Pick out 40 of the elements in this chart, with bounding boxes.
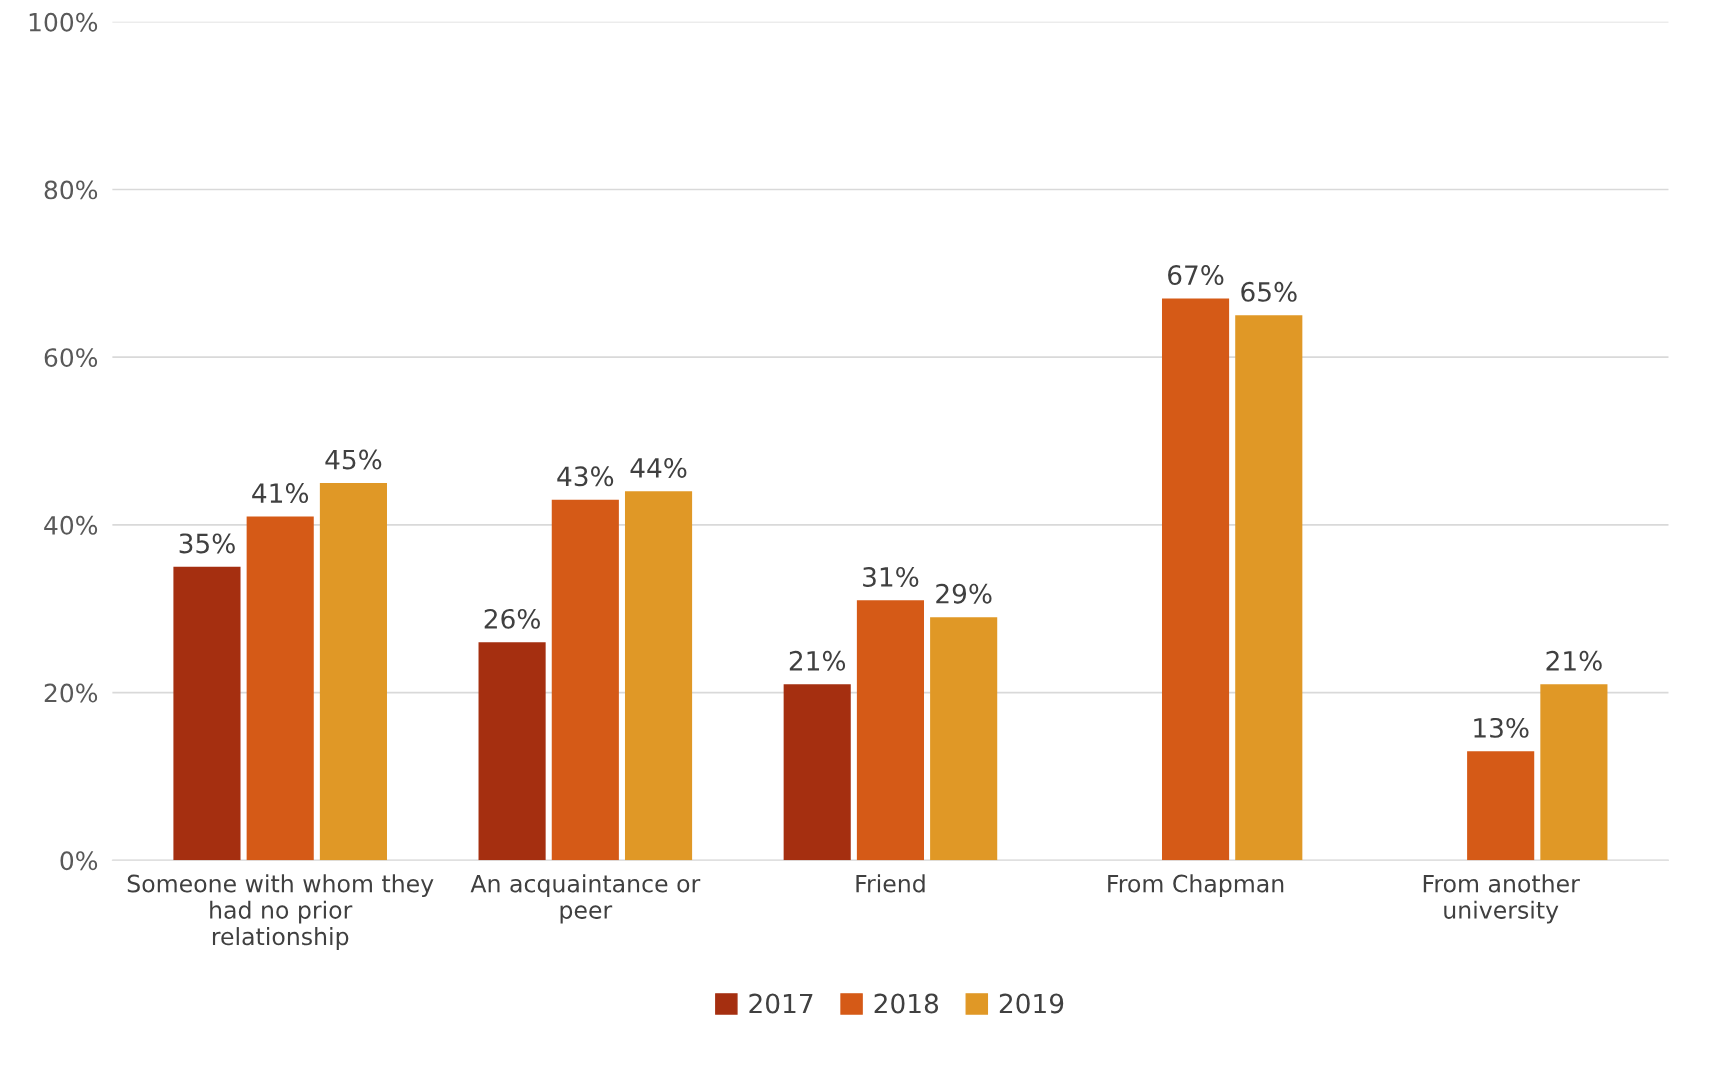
y-tick-label: 60%	[44, 348, 98, 368]
x-tick-label: Friend	[856, 874, 925, 893]
data-label: 45%	[325, 449, 382, 470]
bar	[856, 600, 924, 861]
bar	[478, 642, 546, 861]
y-tick-label: 80%	[44, 180, 98, 200]
legend-label: 2018	[874, 993, 939, 1014]
data-label: 65%	[1241, 281, 1297, 302]
bar	[930, 617, 998, 861]
data-label: 13%	[1474, 717, 1529, 738]
data-label: 35%	[179, 533, 235, 554]
bar	[1467, 751, 1535, 861]
bar	[173, 566, 241, 861]
data-label: 21%	[1546, 650, 1602, 671]
data-label: 43%	[557, 466, 614, 487]
data-label: 67%	[1168, 265, 1224, 286]
bar	[246, 516, 314, 861]
legend-label: 2019	[999, 993, 1064, 1014]
bar	[1235, 315, 1303, 861]
data-label: 44%	[630, 457, 687, 478]
x-tick-label: An acquaintance or peer	[470, 874, 701, 924]
data-label: 41%	[252, 483, 309, 504]
x-tick-label: From Chapman	[1108, 874, 1284, 898]
x-tick-label: Someone with whom they had no prior relationship	[127, 874, 434, 950]
y-tick-label: 0%	[60, 851, 98, 871]
data-label: 26%	[484, 608, 540, 629]
bar	[783, 684, 851, 861]
legend-label: 2017	[749, 993, 813, 1014]
data-label: 21%	[789, 650, 846, 671]
y-tick-label: 20%	[44, 683, 98, 703]
bar	[624, 491, 693, 861]
bar	[319, 482, 387, 861]
data-label: 29%	[936, 583, 992, 604]
x-tick-label: From another university	[1423, 874, 1580, 924]
y-tick-label: 100%	[29, 12, 98, 32]
data-label: 31%	[863, 566, 919, 587]
bar	[1161, 298, 1230, 861]
bar	[1540, 684, 1608, 861]
y-tick-label: 40%	[44, 515, 98, 535]
bar	[551, 499, 619, 861]
